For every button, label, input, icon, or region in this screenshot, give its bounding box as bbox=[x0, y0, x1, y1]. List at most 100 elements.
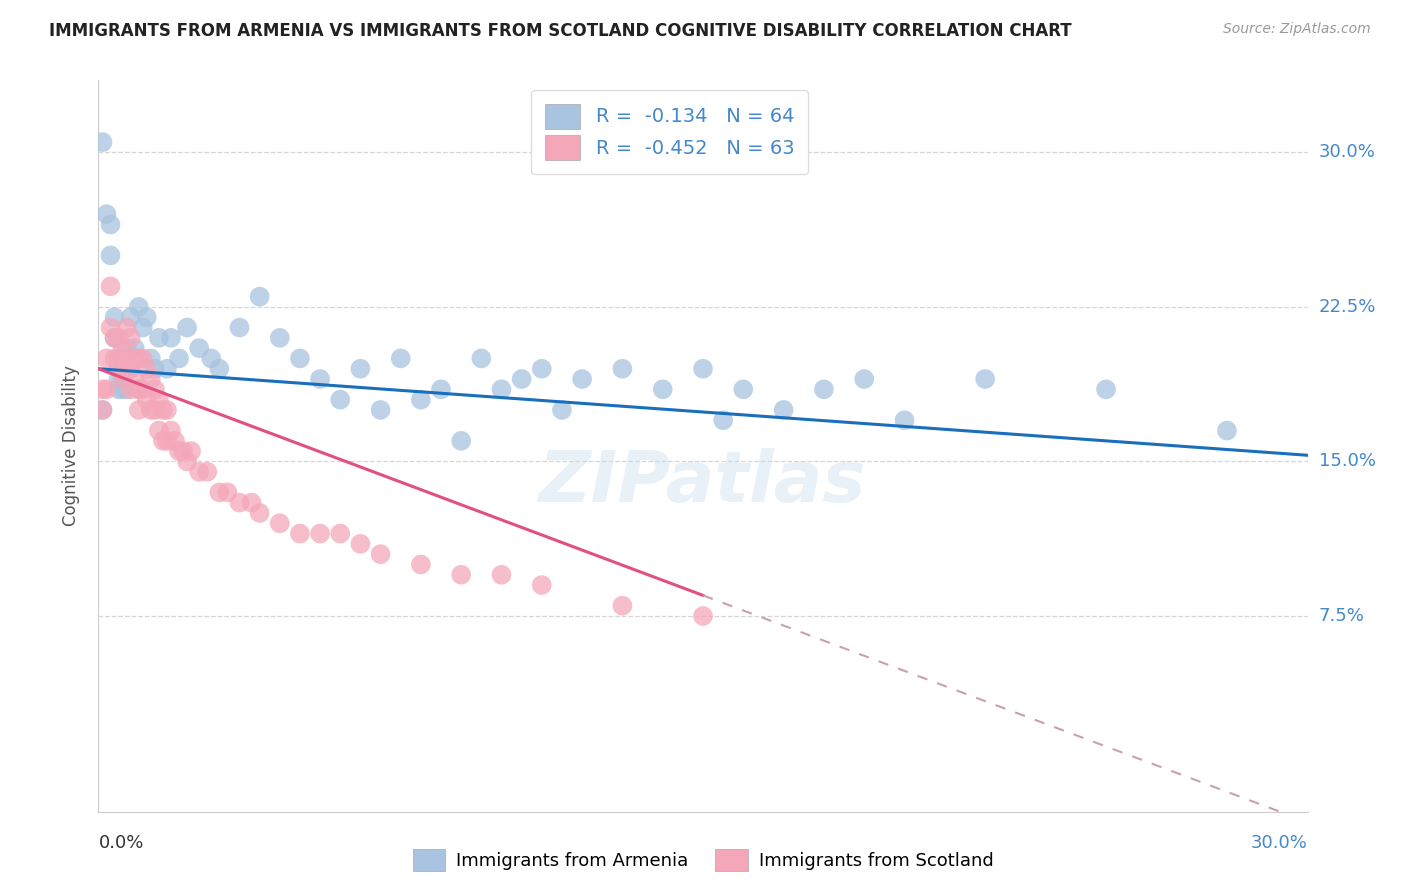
Point bbox=[160, 424, 183, 438]
Point bbox=[96, 207, 118, 221]
Point bbox=[156, 403, 179, 417]
Point bbox=[249, 506, 271, 520]
Point bbox=[510, 372, 533, 386]
Point bbox=[139, 351, 162, 366]
Point bbox=[103, 331, 125, 345]
Point bbox=[135, 392, 157, 407]
Point bbox=[167, 351, 190, 366]
Point bbox=[1216, 424, 1239, 438]
Text: 7.5%: 7.5% bbox=[1319, 607, 1365, 625]
Point bbox=[208, 361, 231, 376]
Point bbox=[139, 403, 162, 417]
Point bbox=[115, 351, 138, 366]
Point bbox=[91, 403, 114, 417]
Point bbox=[772, 403, 794, 417]
Point bbox=[163, 434, 186, 448]
Point bbox=[115, 361, 138, 376]
Point bbox=[450, 434, 472, 448]
Text: Source: ZipAtlas.com: Source: ZipAtlas.com bbox=[1223, 22, 1371, 37]
Point bbox=[107, 361, 129, 376]
Point bbox=[139, 372, 162, 386]
Point bbox=[115, 382, 138, 396]
Point bbox=[612, 361, 634, 376]
Point bbox=[733, 382, 755, 396]
Text: 22.5%: 22.5% bbox=[1319, 298, 1376, 316]
Point bbox=[893, 413, 915, 427]
Point bbox=[349, 537, 371, 551]
Point bbox=[107, 331, 129, 345]
Point bbox=[107, 351, 129, 366]
Point bbox=[111, 382, 134, 396]
Point bbox=[470, 351, 492, 366]
Point bbox=[530, 361, 553, 376]
Point bbox=[107, 382, 129, 396]
Point bbox=[370, 403, 392, 417]
Point bbox=[120, 310, 142, 325]
Point bbox=[148, 424, 170, 438]
Point bbox=[329, 392, 352, 407]
Text: ZIPatlas: ZIPatlas bbox=[540, 448, 866, 517]
Point bbox=[200, 351, 222, 366]
Point bbox=[160, 331, 183, 345]
Point bbox=[132, 351, 155, 366]
Point bbox=[450, 567, 472, 582]
Point bbox=[100, 279, 122, 293]
Point bbox=[152, 403, 174, 417]
Point bbox=[148, 331, 170, 345]
Point bbox=[269, 516, 291, 531]
Point bbox=[100, 320, 122, 334]
Point bbox=[249, 290, 271, 304]
Point bbox=[128, 351, 150, 366]
Point bbox=[195, 465, 218, 479]
Y-axis label: Cognitive Disability: Cognitive Disability bbox=[62, 366, 80, 526]
Point bbox=[349, 361, 371, 376]
Point bbox=[176, 454, 198, 468]
Point bbox=[124, 372, 146, 386]
Point bbox=[111, 351, 134, 366]
Point bbox=[120, 382, 142, 396]
Point bbox=[156, 434, 179, 448]
Point bbox=[974, 372, 997, 386]
Point bbox=[100, 218, 122, 232]
Point bbox=[128, 300, 150, 314]
Point bbox=[132, 382, 155, 396]
Point bbox=[180, 444, 202, 458]
Point bbox=[430, 382, 453, 396]
Point bbox=[132, 320, 155, 334]
Point bbox=[692, 361, 714, 376]
Legend: R =  -0.134   N = 64, R =  -0.452   N = 63: R = -0.134 N = 64, R = -0.452 N = 63 bbox=[531, 90, 808, 174]
Point bbox=[217, 485, 239, 500]
Point bbox=[115, 361, 138, 376]
Point bbox=[156, 361, 179, 376]
Point bbox=[124, 351, 146, 366]
Point bbox=[530, 578, 553, 592]
Point bbox=[329, 526, 352, 541]
Point bbox=[288, 351, 311, 366]
Point bbox=[120, 361, 142, 376]
Point bbox=[107, 372, 129, 386]
Point bbox=[103, 331, 125, 345]
Text: 30.0%: 30.0% bbox=[1319, 144, 1375, 161]
Point bbox=[143, 403, 166, 417]
Point bbox=[491, 382, 513, 396]
Point bbox=[228, 320, 250, 334]
Point bbox=[115, 341, 138, 355]
Point bbox=[551, 403, 574, 417]
Point bbox=[135, 310, 157, 325]
Point bbox=[612, 599, 634, 613]
Point bbox=[128, 382, 150, 396]
Point bbox=[240, 496, 263, 510]
Text: 15.0%: 15.0% bbox=[1319, 452, 1376, 470]
Point bbox=[172, 444, 194, 458]
Point bbox=[148, 392, 170, 407]
Point bbox=[91, 382, 114, 396]
Point bbox=[96, 382, 118, 396]
Point bbox=[103, 310, 125, 325]
Point bbox=[188, 341, 211, 355]
Point bbox=[692, 609, 714, 624]
Point bbox=[107, 361, 129, 376]
Point bbox=[208, 485, 231, 500]
Legend: Immigrants from Armenia, Immigrants from Scotland: Immigrants from Armenia, Immigrants from… bbox=[405, 842, 1001, 879]
Point bbox=[120, 331, 142, 345]
Point bbox=[135, 361, 157, 376]
